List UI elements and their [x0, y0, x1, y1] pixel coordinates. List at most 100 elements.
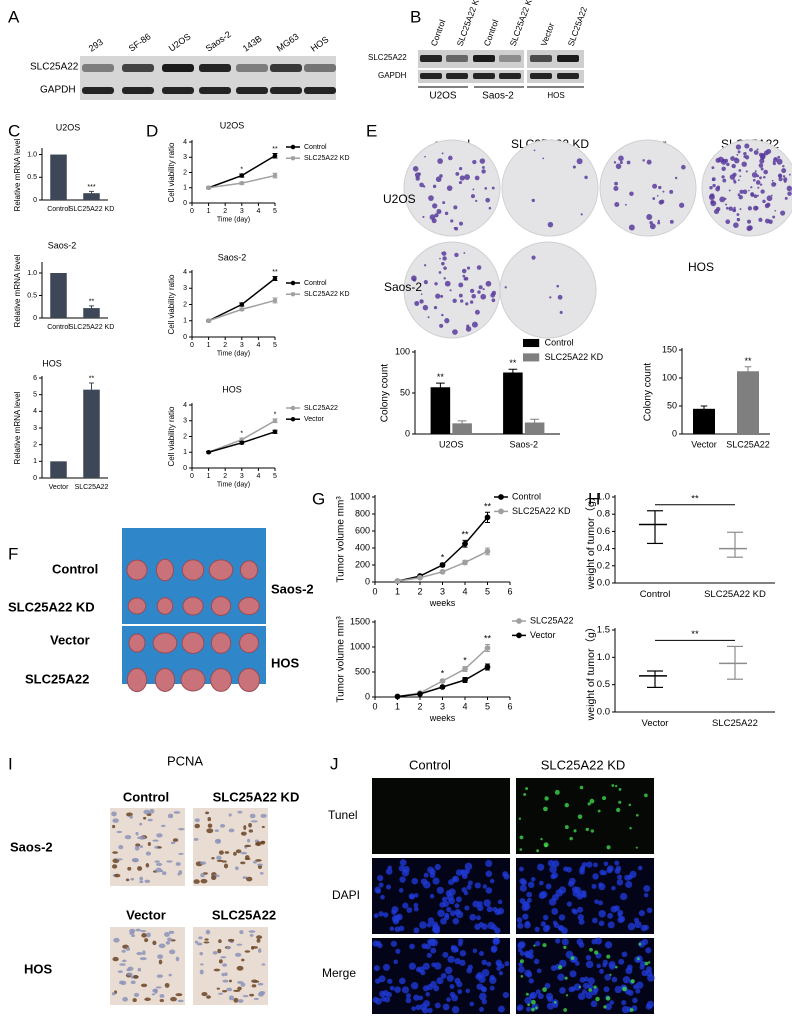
tunel-signal [636, 957, 640, 961]
blot-row-label: SLC25A22 [368, 53, 407, 62]
colony [433, 305, 438, 310]
colony [681, 164, 686, 170]
nucleus [218, 959, 223, 964]
nucleus [482, 884, 488, 889]
colony [783, 179, 787, 183]
nucleus [126, 972, 133, 976]
tunel-signal [542, 943, 547, 948]
nucleus [456, 981, 463, 988]
point [272, 429, 278, 435]
colony [735, 144, 742, 150]
y-tick-label: 5 [33, 392, 37, 399]
row-label: Merge [322, 966, 356, 980]
nucleus [200, 873, 205, 878]
nucleus [534, 926, 540, 932]
nucleus [452, 917, 460, 925]
colony [471, 321, 478, 328]
nucleus [177, 999, 184, 1003]
group-label: Saos-2 [482, 91, 514, 102]
error-bar [530, 418, 539, 427]
nucleus [434, 863, 441, 871]
nucleus [401, 869, 410, 877]
point [439, 568, 446, 575]
nucleus [525, 1006, 532, 1012]
nucleus [111, 864, 118, 869]
colony [774, 157, 777, 161]
nucleus [578, 918, 585, 925]
significance-label: * [274, 412, 277, 419]
legend-swatch [523, 338, 540, 348]
blot-band [499, 55, 521, 62]
nucleus [530, 877, 536, 882]
nucleus [237, 980, 244, 984]
nucleus [203, 941, 210, 944]
nucleus [411, 1006, 416, 1011]
nucleus [527, 881, 535, 888]
nucleus [113, 937, 120, 943]
nucleus [254, 980, 260, 983]
colony [777, 173, 783, 178]
lane-label: Saos-2 [204, 29, 233, 54]
tumor [239, 560, 259, 580]
fluo-image [516, 778, 654, 854]
colony [759, 158, 765, 164]
panel-letter: F [8, 544, 18, 563]
tunel-signal [589, 947, 593, 952]
nucleus [592, 873, 599, 880]
tunel-signal [565, 994, 569, 997]
tumor [239, 632, 259, 654]
nucleus [426, 922, 432, 928]
colony [781, 168, 787, 174]
colony [461, 268, 467, 274]
tunel-signal [589, 798, 595, 804]
tunel-signal [615, 965, 618, 969]
tunel-signal [570, 956, 575, 961]
nucleus [627, 922, 636, 931]
colony [463, 252, 466, 254]
nucleus [193, 879, 200, 884]
nucleus [430, 947, 437, 954]
nucleus [496, 966, 501, 971]
colony [441, 313, 444, 317]
blot-band [304, 87, 336, 94]
point [272, 418, 278, 423]
nucleus [237, 999, 244, 1003]
nucleus [218, 939, 222, 944]
nucleus [217, 948, 222, 954]
blot-band [162, 64, 194, 72]
nucleus [517, 1004, 524, 1011]
colony [752, 178, 756, 182]
nucleus [528, 992, 536, 1000]
tunel-signal [628, 803, 632, 807]
nucleus [478, 950, 484, 956]
nucleus [524, 996, 532, 1005]
nucleus [401, 986, 410, 994]
blot-band [530, 55, 552, 62]
colony [737, 150, 741, 154]
nucleus [409, 894, 415, 900]
nucleus [625, 880, 633, 888]
colony [669, 189, 674, 194]
colony [772, 161, 776, 166]
colony [766, 148, 772, 154]
nucleus [466, 884, 472, 890]
nucleus [260, 813, 267, 818]
nucleus [496, 962, 502, 967]
nucleus [465, 988, 471, 994]
colony [774, 209, 777, 212]
point [462, 666, 468, 672]
nucleus [155, 862, 163, 867]
nucleus [386, 884, 392, 890]
colony [423, 264, 427, 267]
nucleus [382, 963, 390, 971]
colony [453, 205, 458, 210]
nucleus [258, 991, 266, 995]
colony [424, 155, 426, 158]
point [462, 559, 468, 566]
nucleus [429, 872, 436, 879]
nucleus [132, 998, 137, 1003]
colony [646, 159, 652, 165]
nucleus [139, 845, 144, 848]
colony [472, 188, 475, 191]
colony [759, 183, 763, 186]
